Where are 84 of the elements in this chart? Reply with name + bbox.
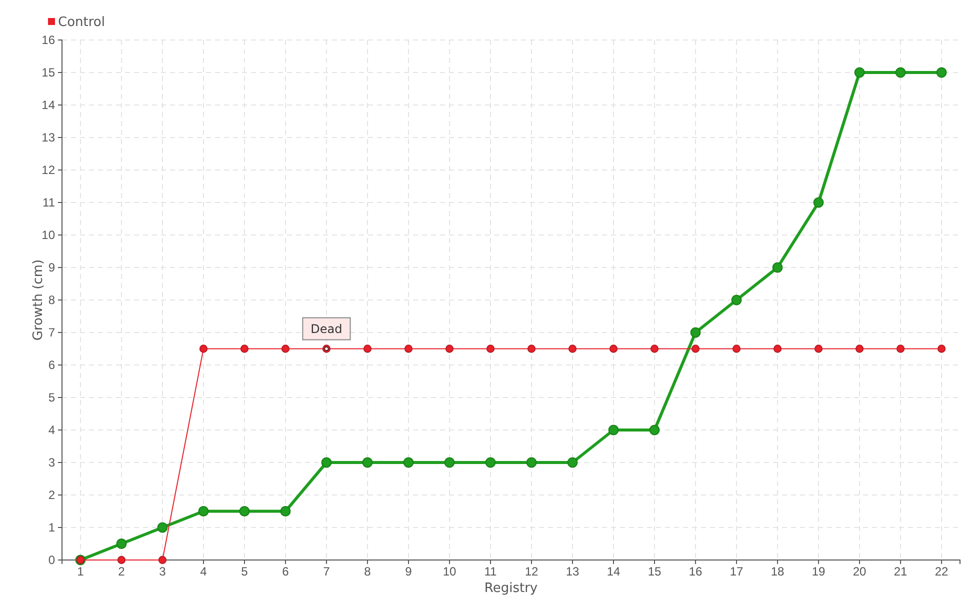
y-tick-label: 1: [48, 520, 56, 534]
point: [937, 344, 946, 353]
point: [936, 67, 947, 78]
point: [321, 457, 332, 468]
point: [895, 67, 906, 78]
point: [280, 506, 291, 516]
x-tick-label: 17: [730, 564, 744, 579]
point: [404, 344, 413, 353]
point: [239, 506, 250, 516]
y-tick-label: 4: [48, 422, 56, 437]
x-tick-label: 6: [282, 564, 290, 579]
point: [649, 424, 660, 436]
point: [486, 344, 495, 353]
y-tick-label: 13: [42, 130, 56, 144]
x-axis-title: Registry: [484, 581, 538, 596]
point: [281, 344, 290, 353]
y-tick-label: 15: [42, 65, 56, 80]
point: [731, 294, 742, 306]
x-tick-label: 3: [159, 564, 166, 579]
x-tick-label: 14: [606, 564, 621, 579]
x-tick-label: 10: [442, 564, 456, 579]
point: [568, 344, 577, 353]
point: [198, 506, 209, 516]
point: [732, 344, 741, 353]
point: [444, 457, 455, 468]
y-axis-title: Growth (cm): [31, 259, 46, 341]
x-tick-label: 5: [241, 564, 248, 579]
point: [772, 262, 783, 273]
y-tick-label: 0: [48, 552, 56, 567]
y-tick-label: 12: [42, 162, 56, 177]
x-tick-label: 22: [934, 564, 949, 579]
point: [485, 457, 496, 468]
point: [117, 556, 126, 564]
y-tick-label: 7: [48, 325, 56, 340]
point: [690, 327, 701, 338]
y-tick-label: 5: [48, 390, 56, 404]
x-tick-label: 11: [484, 564, 498, 579]
x-tick-label: 12: [524, 564, 538, 579]
y-tick-label: 6: [48, 358, 56, 372]
point: [855, 344, 864, 353]
point: [691, 344, 700, 353]
annotation: Dead: [310, 322, 342, 336]
point: [650, 344, 659, 353]
y-tick-label: 11: [42, 195, 56, 210]
point: [854, 67, 865, 78]
y-tick-label: 10: [42, 228, 56, 242]
point: [445, 344, 454, 353]
point: [240, 344, 249, 353]
point: [567, 457, 578, 468]
x-tick-label: 13: [566, 564, 580, 579]
x-tick-label: 21: [894, 564, 908, 579]
x-tick-label: 16: [688, 564, 703, 579]
y-tick-label: 2: [48, 488, 56, 502]
point: [813, 197, 824, 208]
y-tick-label: 9: [48, 260, 56, 274]
x-tick-label: 8: [364, 564, 372, 579]
y-tick-label: 8: [48, 292, 56, 307]
point: [199, 344, 208, 353]
x-tick-label: 9: [405, 564, 412, 579]
y-tick-label: 14: [42, 98, 56, 112]
point: [608, 424, 619, 436]
x-tick-label: 20: [852, 564, 867, 579]
point: [403, 457, 414, 468]
point: [814, 344, 823, 353]
legend-label: Control: [58, 15, 105, 30]
point: [363, 344, 372, 353]
point: [527, 344, 536, 353]
point: [116, 538, 127, 549]
x-tick-label: 7: [323, 564, 330, 579]
point: [609, 344, 618, 353]
point: [773, 344, 782, 353]
point: [526, 457, 537, 468]
x-tick-label: 15: [648, 564, 662, 579]
point: [157, 522, 168, 533]
x-tick-label: 4: [200, 564, 208, 579]
point: [896, 344, 905, 353]
x-tick-label: 18: [770, 564, 785, 579]
y-tick-label: 3: [48, 455, 56, 470]
x-tick-label: 2: [118, 564, 126, 579]
x-tick-label: 19: [812, 564, 826, 579]
y-tick-label: 16: [42, 32, 56, 47]
x-tick-label: 1: [77, 564, 84, 579]
point: [362, 457, 373, 468]
point: [158, 556, 167, 564]
